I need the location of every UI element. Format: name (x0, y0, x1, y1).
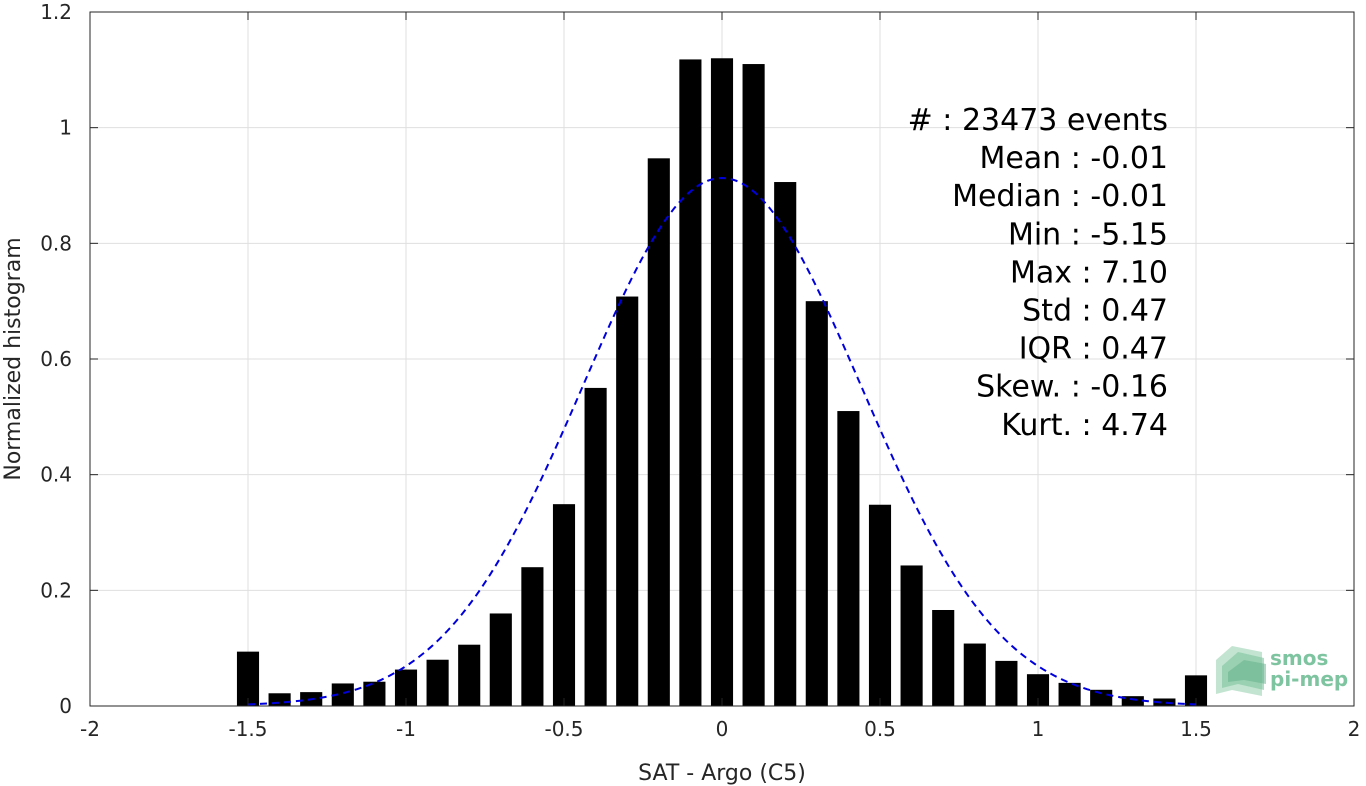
histogram-bar (963, 643, 986, 706)
histogram-bar (805, 301, 828, 706)
x-tick-labels: -2 -1.5 -1 -0.5 0 0.5 1 1.5 2 (80, 717, 1360, 741)
histogram-bar (679, 59, 702, 706)
stat-line: Kurt. : 4.74 (1001, 408, 1168, 443)
histogram-bar (868, 504, 892, 706)
x-tick-label: 2 (1348, 717, 1361, 741)
histogram-bar (552, 504, 576, 706)
stat-line: Skew. : -0.16 (976, 370, 1168, 405)
histogram-bar (489, 613, 512, 706)
histogram-bar (1184, 675, 1208, 706)
x-tick-label: -1 (396, 717, 416, 741)
stat-line: Min : -5.15 (1008, 217, 1168, 252)
stat-line: # : 23473 events (908, 103, 1168, 138)
stat-line: Std : 0.47 (1022, 294, 1168, 329)
y-tick-labels: 0 0.2 0.4 0.6 0.8 1 1.2 (40, 0, 72, 718)
x-axis-title: SAT - Argo (C5) (638, 761, 806, 786)
y-tick-label: 0 (59, 694, 72, 718)
x-tick-label: 1 (1032, 717, 1045, 741)
logo-line1: smos (1270, 646, 1328, 670)
y-tick-label: 0.4 (40, 463, 72, 487)
histogram-bar (837, 411, 860, 706)
logo-mark-icon (1216, 646, 1266, 696)
histogram-bar (900, 565, 923, 706)
y-tick-label: 1.2 (40, 0, 72, 24)
histogram-bar (458, 644, 481, 706)
stat-line: IQR : 0.47 (1019, 332, 1168, 367)
histogram-bar (1026, 674, 1050, 706)
histogram-bar (1153, 698, 1176, 706)
x-tick-label: -1.5 (228, 717, 267, 741)
smos-pi-mep-logo: smos pi-mep (1216, 646, 1348, 696)
y-tick-label: 0.6 (40, 347, 72, 371)
x-tick-label: 0.5 (864, 717, 896, 741)
x-tick-label: 1.5 (1180, 717, 1212, 741)
stat-line: Max : 7.10 (1010, 255, 1168, 290)
histogram-bar (426, 659, 449, 706)
y-tick-label: 0.8 (40, 231, 72, 255)
histogram-bar (268, 693, 291, 706)
histogram-bar (584, 387, 607, 706)
x-tick-label: -0.5 (544, 717, 583, 741)
stat-line: Median : -0.01 (952, 179, 1168, 214)
histogram-bar (1121, 696, 1144, 706)
x-tick-label: 0 (716, 717, 729, 741)
histogram-bar (742, 64, 765, 707)
histogram-bar (932, 609, 955, 706)
axis-ticks (89, 11, 1355, 707)
fit-curve (247, 176, 1197, 706)
y-axis-title: Normalized histogram (1, 237, 26, 480)
stat-line: Mean : -0.01 (979, 141, 1168, 176)
histogram-bar (236, 651, 260, 706)
x-tick-label: -2 (80, 717, 100, 741)
histogram-bar (521, 567, 544, 706)
histogram-bar (647, 158, 670, 706)
histogram-bar (710, 58, 734, 707)
histogram-bar (363, 681, 386, 706)
histogram-bar (616, 296, 639, 706)
histogram-bar (331, 683, 354, 706)
histogram-bar (995, 660, 1018, 706)
histogram-bar (394, 669, 418, 706)
y-tick-label: 0.2 (40, 578, 72, 602)
bars (236, 58, 1208, 707)
histogram-bar (774, 182, 797, 706)
y-tick-label: 1 (59, 116, 72, 140)
histogram-bar (1058, 682, 1081, 706)
logo-line2: pi-mep (1270, 667, 1348, 691)
